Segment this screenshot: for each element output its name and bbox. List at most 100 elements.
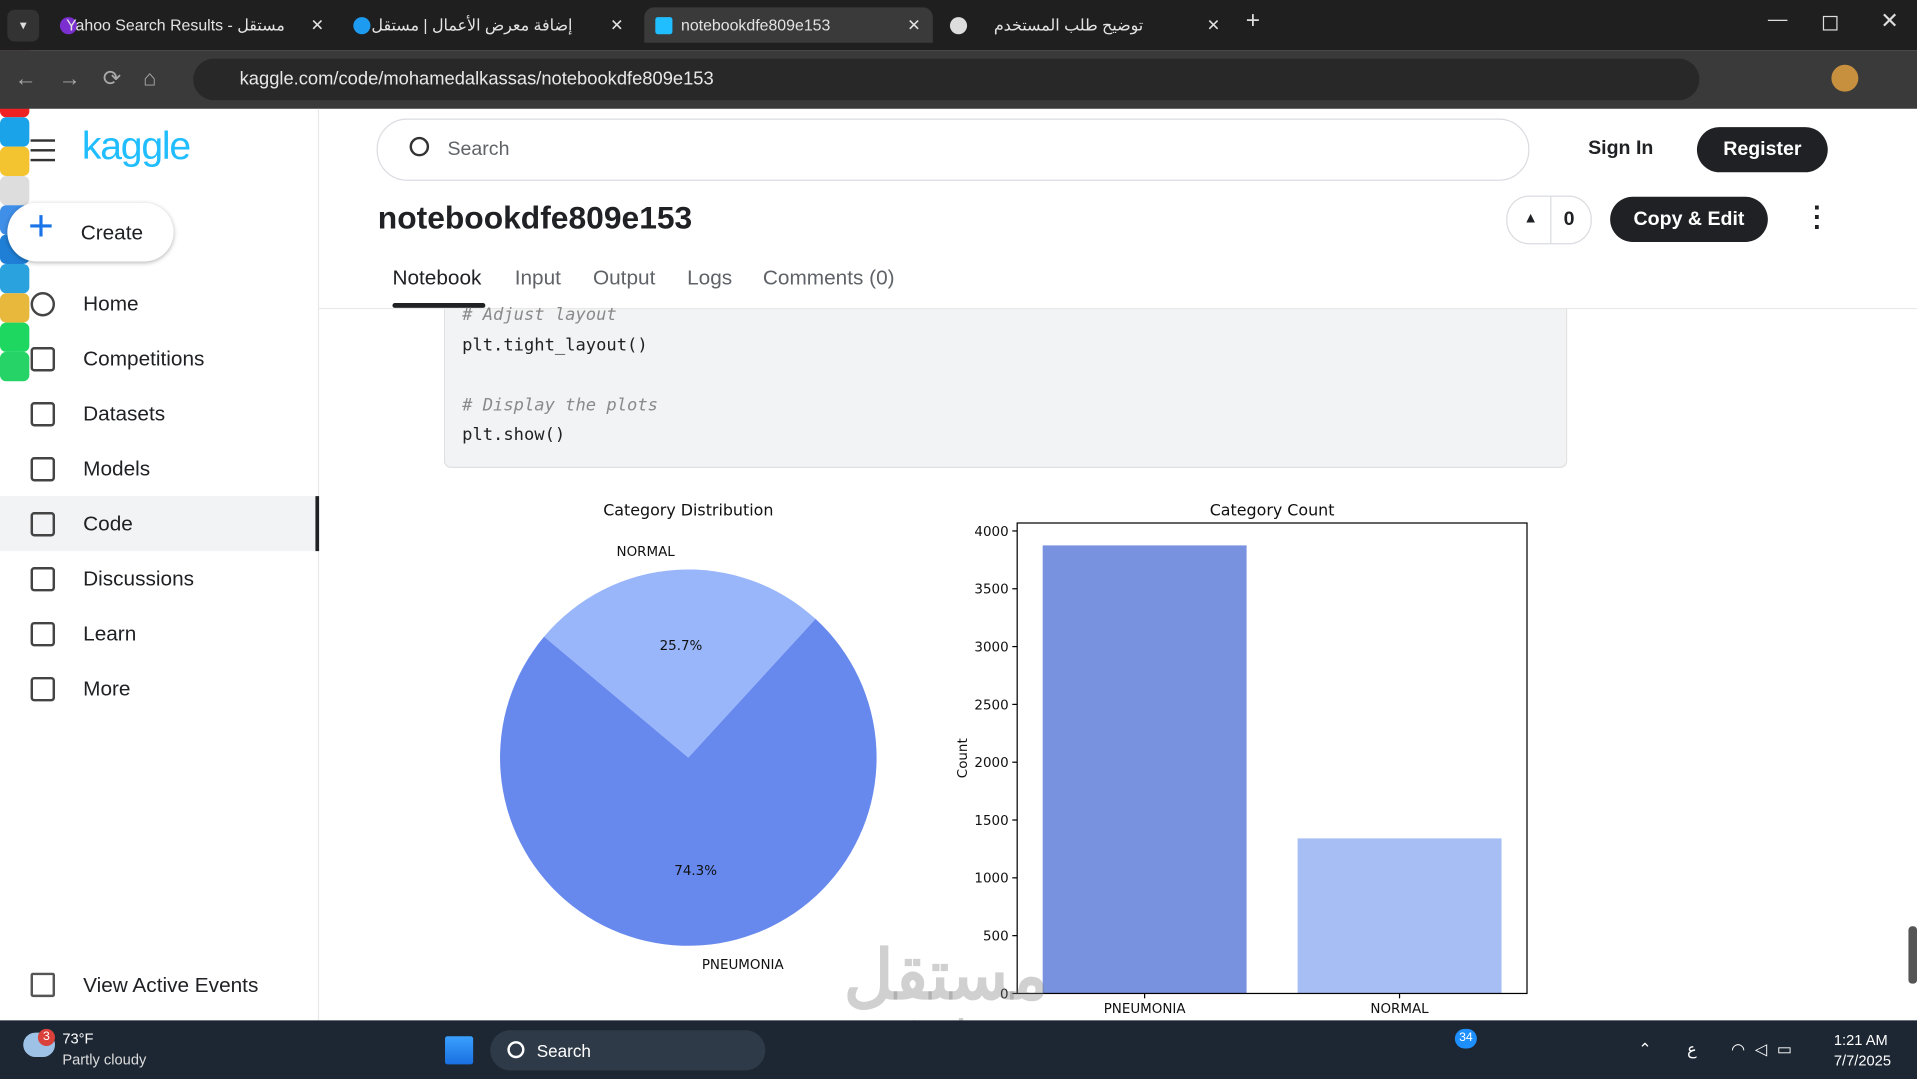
- search-placeholder: Search: [447, 139, 510, 161]
- code-line: plt.tight_layout(): [462, 336, 648, 356]
- vote-count: 0: [1563, 208, 1575, 230]
- notebook-title: notebookdfe809e153: [377, 199, 693, 236]
- browser-tab[interactable]: notebookdfe809e153 ✕: [644, 7, 933, 43]
- tab-favicon: [59, 17, 78, 35]
- nav-item[interactable]: Discussions: [0, 551, 319, 606]
- vote-divider: [1550, 196, 1552, 244]
- tab-favicon: [353, 17, 371, 35]
- y-tick-label: 1000: [974, 872, 1008, 887]
- taskbar-search[interactable]: Search: [490, 1030, 766, 1071]
- tab-favicon: [655, 17, 673, 35]
- header-border: [319, 307, 1917, 310]
- x-tick-label: PNEUMONIA: [1104, 1002, 1187, 1017]
- minimize[interactable]: —: [1767, 9, 1788, 31]
- bar: [1297, 838, 1502, 994]
- nav-buttons[interactable]: ←→⟳⌂: [14, 65, 179, 91]
- tab-close[interactable]: ✕: [310, 15, 324, 35]
- search-box[interactable]: Search: [376, 118, 1530, 181]
- nav-icon: [30, 457, 56, 482]
- pie-value-label: 25.7%: [660, 639, 703, 654]
- y-tick-label: 1500: [974, 814, 1008, 829]
- weather-desc: Partly cloudy: [62, 1050, 147, 1069]
- register[interactable]: Register: [1696, 127, 1828, 173]
- more-menu[interactable]: · · ·: [1813, 191, 1823, 242]
- clock-time: 1:21 AM: [1833, 1031, 1888, 1049]
- whatsapp-badge: 34: [1454, 1028, 1477, 1049]
- start-button[interactable]: [445, 1036, 474, 1065]
- pie-category-label: PNEUMONIA: [702, 958, 785, 973]
- watermark: مستقل: [843, 936, 1049, 1014]
- tray-chevron[interactable]: ⌃: [1638, 1039, 1652, 1059]
- nav-item[interactable]: Competitions: [0, 331, 319, 386]
- plus-icon: +: [28, 200, 54, 251]
- address-bar[interactable]: [193, 58, 1700, 101]
- taskbar-app[interactable]: [0, 175, 30, 206]
- nav-item[interactable]: Home: [0, 276, 319, 331]
- nav-label: Discussions: [83, 566, 195, 591]
- pie-slice: [544, 569, 816, 758]
- upvote-icon[interactable]: ▲: [1523, 208, 1538, 227]
- nav-item[interactable]: More: [0, 661, 319, 716]
- vote-box[interactable]: ▲ 0: [1506, 195, 1592, 245]
- taskbar: [0, 1020, 1917, 1079]
- scrollbar[interactable]: [1908, 926, 1917, 984]
- notebook-tab[interactable]: Output: [592, 266, 656, 290]
- y-tick-label: 500: [983, 930, 1009, 945]
- nav-item[interactable]: Datasets: [0, 386, 319, 441]
- code-comment: # Adjust layout: [462, 305, 617, 326]
- weather-badge: 3: [37, 1028, 56, 1047]
- y-tick-label: 2500: [974, 698, 1008, 713]
- tab-close[interactable]: ✕: [1206, 15, 1221, 35]
- nav-item[interactable]: Code: [0, 496, 320, 552]
- taskbar-app[interactable]: [0, 351, 30, 382]
- clock-date: 7/7/2025: [1833, 1052, 1891, 1070]
- create-button[interactable]: + Create: [7, 200, 174, 262]
- restore[interactable]: [1822, 15, 1838, 31]
- y-tick-label: 3500: [974, 583, 1008, 598]
- chart-title: Category Distribution: [603, 501, 773, 520]
- chart-title: Category Count: [1210, 501, 1335, 520]
- copy-edit[interactable]: Copy & Edit: [1610, 196, 1768, 242]
- notebook-tab[interactable]: Notebook: [392, 266, 482, 290]
- browser-tab[interactable]: إضافة معرض الأعمال | مستقل ✕: [342, 7, 635, 42]
- taskbar-app[interactable]: [0, 263, 30, 294]
- sign-in[interactable]: Sign In: [1588, 138, 1654, 159]
- nav-icon: [30, 512, 56, 537]
- new-tab[interactable]: +: [1245, 7, 1261, 35]
- nav-icon: [30, 347, 56, 372]
- y-tick-label: 2000: [974, 756, 1008, 771]
- x-tick-label: NORMAL: [1370, 1002, 1429, 1017]
- charts: Category Distribution 25.7% NORMAL 74.3% PNE…: [500, 501, 1528, 1017]
- notebook-tab[interactable]: Logs: [687, 266, 733, 290]
- taskbar-app[interactable]: [0, 293, 30, 323]
- menu-icon[interactable]: [30, 139, 56, 162]
- weather-temp: 73°F: [62, 1030, 94, 1048]
- input-language[interactable]: ع: [1687, 1039, 1697, 1059]
- browser-tab[interactable]: توضيح طلب المستخدم ✕: [939, 7, 1232, 42]
- logo[interactable]: kaggle: [81, 123, 191, 168]
- tab-title: توضيح طلب المستخدم: [993, 15, 1144, 35]
- profile-avatar[interactable]: [1831, 64, 1859, 92]
- y-tick-label: 0: [1000, 987, 1009, 1002]
- pie-value-label: 74.3%: [674, 864, 717, 879]
- search-icon: [409, 136, 430, 157]
- view-active-events[interactable]: View Active Events: [83, 973, 259, 998]
- nav-item[interactable]: Models: [0, 441, 319, 496]
- nav-label: Code: [83, 512, 133, 536]
- sidebar-border: [317, 108, 320, 1021]
- tab-close[interactable]: ✕: [907, 15, 921, 35]
- tab-close[interactable]: ✕: [610, 15, 624, 35]
- tab-title: إضافة معرض الأعمال | مستقل: [371, 15, 573, 35]
- taskbar-app[interactable]: [0, 117, 30, 147]
- pie-slice: [500, 618, 877, 946]
- url: kaggle.com/code/mohamedalkassas/notebook…: [239, 68, 714, 90]
- tab-search-button[interactable]: ▾: [7, 9, 40, 42]
- taskbar-app[interactable]: [0, 322, 30, 352]
- tray-icons[interactable]: ◠◁▭: [1731, 1039, 1802, 1059]
- nav-item[interactable]: Learn: [0, 606, 319, 661]
- taskbar-app[interactable]: [0, 146, 30, 176]
- notebook-tab[interactable]: Comments (0): [762, 266, 895, 290]
- browser-tab[interactable]: Yahoo Search Results - مستقل ✕: [49, 7, 336, 42]
- close-window[interactable]: ✕: [1880, 8, 1899, 33]
- notebook-tab[interactable]: Input: [514, 266, 561, 290]
